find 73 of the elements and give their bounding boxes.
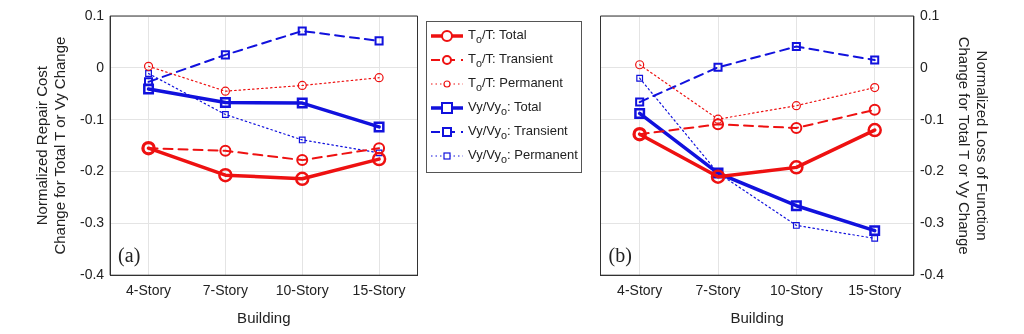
x-tick-label: 4-Story (125, 282, 172, 299)
point (373, 142, 386, 155)
point (219, 97, 231, 109)
point (790, 121, 803, 134)
legend-label: T$_{o}$/T: Total (468, 27, 527, 45)
x-tick-label: 10-Story (275, 282, 329, 299)
legend-label: Vy/Vy$_{o}$: Transient (468, 123, 568, 141)
x-axis-title: Building (730, 309, 784, 327)
point (870, 82, 880, 93)
point (296, 97, 308, 109)
point (791, 101, 801, 111)
y2-tick-label: -0.4 (919, 266, 945, 283)
legend-label: Vy/Vy$_{o}$: Permanent (468, 147, 578, 165)
point (220, 86, 230, 96)
legend-label: T$_{o}$/T: Permanent (468, 75, 563, 93)
point (296, 154, 309, 167)
x-tick-label: 15-Story (848, 282, 902, 299)
point (375, 149, 383, 157)
point (636, 74, 644, 82)
y2-tick-label: 0 (919, 58, 928, 75)
annotation: (a) (118, 244, 141, 268)
point (298, 136, 306, 144)
point (220, 50, 230, 60)
y-tick-label: -0.4 (80, 266, 105, 283)
point (710, 169, 726, 184)
x-tick-label: 4-Story (617, 282, 663, 299)
point (712, 118, 725, 131)
point (145, 70, 152, 77)
legend-label: Vy/Vy$_{o}$: Total (468, 99, 542, 117)
point (371, 151, 387, 167)
legend-label: T$_{o}$/T: Transient (468, 51, 553, 69)
y2-tick-label: 0.1 (919, 6, 940, 23)
point (219, 144, 232, 157)
point (143, 83, 155, 95)
point (635, 60, 645, 70)
point (713, 62, 723, 72)
point (297, 80, 307, 91)
y2-axis-title: Normalized Loss of Function Change for Total T or Vy Change (955, 36, 991, 255)
point (221, 111, 229, 118)
point (294, 171, 310, 187)
point (144, 77, 154, 87)
point (792, 222, 800, 229)
point (791, 42, 801, 52)
point (868, 103, 881, 116)
y-tick-label: 0.1 (84, 6, 105, 23)
point (218, 167, 233, 183)
point (869, 225, 881, 237)
x-tick-label: 15-Story (352, 282, 406, 299)
y-tick-label: -0.2 (80, 162, 105, 179)
x-axis-title: Building (237, 309, 291, 327)
x-tick-label: 7-Story (202, 282, 248, 299)
point (867, 122, 882, 138)
y-tick-label: 0 (96, 58, 105, 75)
point (870, 55, 880, 65)
y-axis-title: Normalized Repair Cost Change for Total T or Vy Change (33, 36, 69, 255)
annotation: (b) (608, 244, 632, 268)
point (789, 160, 804, 175)
point (634, 107, 646, 119)
point (635, 97, 645, 107)
x-tick-label: 10-Story (769, 282, 823, 299)
y2-tick-label: -0.2 (919, 162, 945, 179)
x-tick-label: 7-Story (695, 282, 741, 299)
point (143, 61, 154, 71)
point (374, 73, 384, 83)
y2-tick-label: -0.3 (919, 214, 945, 231)
y-tick-label: -0.3 (80, 214, 105, 231)
point (297, 26, 307, 36)
point (373, 121, 385, 133)
point (374, 36, 384, 46)
y-tick-label: -0.1 (80, 110, 105, 127)
point (713, 114, 723, 124)
point (790, 200, 802, 212)
y2-tick-label: -0.1 (919, 110, 945, 127)
